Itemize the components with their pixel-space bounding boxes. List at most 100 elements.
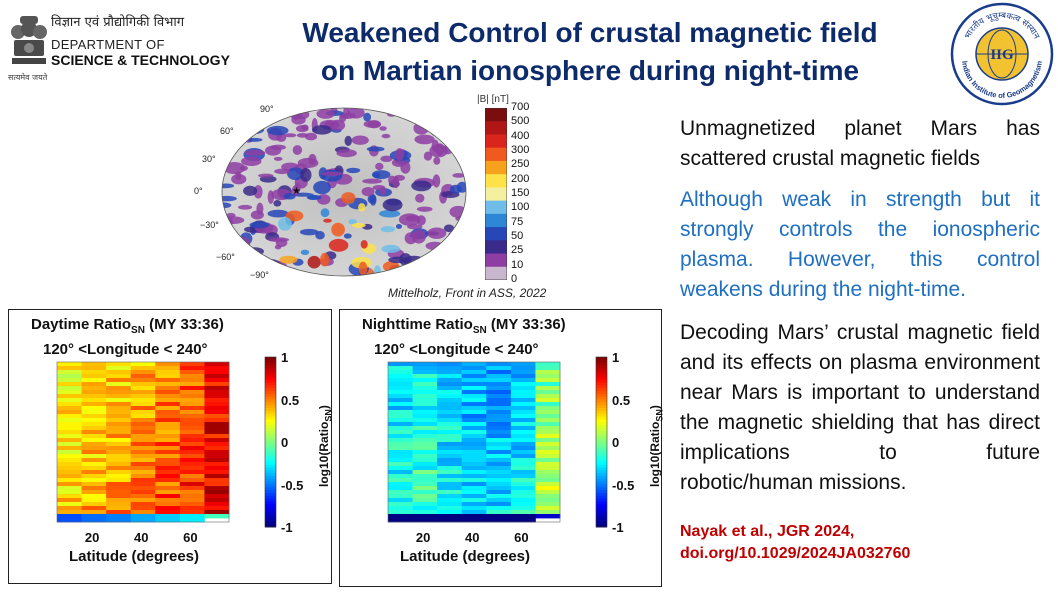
colorbar-segment [265,393,276,398]
heatmap-cell [412,494,438,499]
map-field-blob [435,125,448,130]
map-field-blob [299,228,319,236]
colorbar-segment [596,430,607,434]
map-latitude-label: 90° [260,104,274,114]
heatmap-cell [130,490,156,495]
map-field-blob [347,108,365,119]
colorbar-segment [265,357,276,361]
heatmap-cell [81,454,107,459]
heatmap-cell [179,518,205,523]
map-field-blob [363,112,372,122]
map-field-blob [375,162,384,171]
heatmap-cell [106,406,132,411]
colorbar-segment [596,408,607,412]
colorbar-segment [596,450,607,454]
heatmap-cell [461,462,487,467]
heatmap-cell [437,502,463,507]
heatmap-cell [106,414,132,419]
map-field-blob [273,200,282,207]
heatmap-cell [106,374,132,379]
heatmap-cell [130,362,156,367]
heatmap-cell [204,406,230,411]
map-field-blob [222,183,235,189]
map-field-blob [344,135,352,147]
map-field-blob [287,167,305,181]
heatmap-cell [130,402,156,407]
colorbar-segment [596,461,607,466]
heatmap-cell [57,366,82,371]
heatmap-cell [155,410,181,415]
heatmap-cell [535,422,561,427]
map-field-blob [366,146,385,152]
heatmap-cell [204,390,230,395]
heatmap-cell [106,502,132,507]
heatmap-cell [81,374,107,379]
map-field-blob [306,195,322,200]
map-field-blob [313,180,331,195]
heatmap-cell [388,418,413,423]
heatmap-cell [437,434,463,439]
map-field-blob [304,132,318,141]
heatmap-cell [461,374,487,379]
heatmap-cell [412,418,438,423]
heatmap-cell [437,450,463,455]
reference-doi[interactable]: doi.org/10.1029/2024JA032760 [680,545,911,562]
heatmap-cell [179,406,205,411]
map-field-blob [264,145,282,156]
colorbar-segment [265,368,276,372]
map-field-blob [245,247,264,256]
heatmap-cell [130,494,156,499]
heatmap-cell [510,410,536,415]
heatmap-cell [535,374,561,379]
heatmap-cell [106,506,132,511]
heatmap-cell [204,394,230,399]
map-colorbar-tick: 150 [511,187,530,199]
heatmap-cell [486,386,512,391]
heatmap-cell [535,502,561,507]
heatmap-cell [204,450,230,455]
colorbar-tick-label: 0 [281,435,289,450]
heatmap-cell [388,366,413,371]
heatmap-cell [179,394,205,399]
heatmap-cell [57,414,82,419]
colorbar-segment [596,422,607,426]
heatmap-cell [535,418,561,423]
map-colorbar-unit: |B| [nT] [477,94,509,105]
colorbar-segment [596,439,607,443]
heatmap-cell [179,398,205,403]
colorbar-segment [596,427,607,432]
heatmap-cell [388,482,413,487]
heatmap-cell [388,458,413,463]
colorbar-segment [265,447,276,451]
heatmap-cell [179,434,205,439]
heatmap-cell [106,474,132,479]
heatmap-cell [130,454,156,459]
colorbar-segment [265,456,276,460]
colorbar-label: log10(RatioSN) [317,405,334,487]
heatmap-cell [437,478,463,483]
colorbar-segment [596,357,607,361]
colorbar-segment [265,476,276,480]
heatmap-cell [130,462,156,467]
heatmap-cell [106,462,132,467]
map-field-blob [320,208,330,218]
heatmap-cell [535,430,561,435]
heatmap-cell [510,394,536,399]
heatmap-cell [204,426,230,431]
colorbar-segment [265,481,276,485]
heatmap-cell [204,434,230,439]
heatmap-cell [510,406,536,411]
heatmap-cell [461,422,487,427]
heatmap-cell [486,442,512,447]
map-field-blob [268,237,290,243]
map-latitude-label: −60° [216,252,235,262]
colorbar-segment [596,419,607,423]
map-field-blob [404,232,417,245]
heatmap-cell [461,518,487,523]
heatmap-cell [437,454,463,459]
heatmap-cell [388,510,413,515]
heatmap-cell [204,410,230,415]
map-field-blob [437,262,456,274]
map-field-blob [380,226,396,233]
heatmap-cell [179,482,205,487]
